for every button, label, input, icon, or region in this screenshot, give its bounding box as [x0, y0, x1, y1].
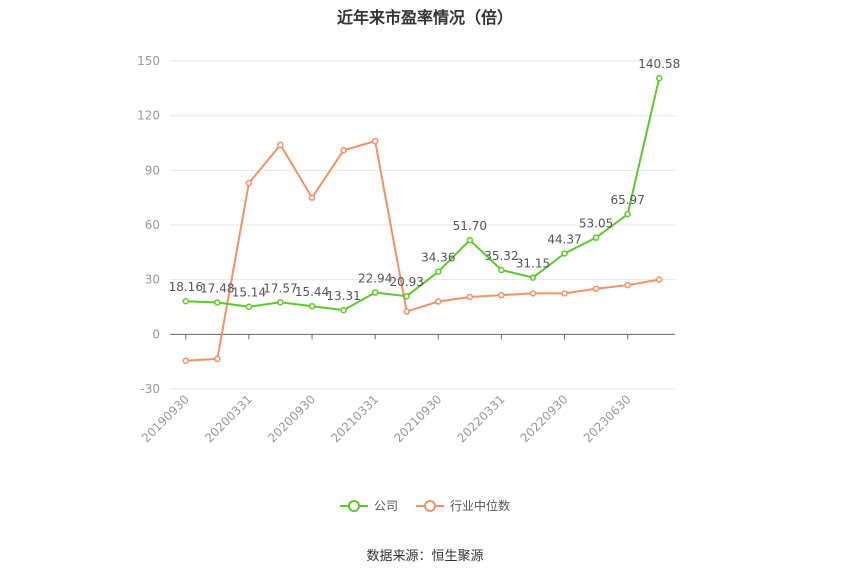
chart-title: 近年来市盈率情况（倍） [336, 8, 513, 27]
data-point-industry-median [466, 293, 474, 301]
series-line-company [185, 77, 661, 312]
data-label-company: 31.15 [516, 257, 550, 271]
data-point-industry-median [277, 141, 284, 149]
data-point-industry-median [498, 291, 505, 299]
data-point-company [403, 292, 410, 300]
data-label-company: 51.70 [453, 219, 487, 233]
x-tick-label: 20220930 [518, 392, 571, 445]
y-tick-label: 150 [137, 54, 160, 68]
y-tick-label: 30 [145, 273, 160, 287]
x-tick-label: 20200930 [265, 392, 318, 445]
data-label-company: 13.31 [326, 289, 360, 303]
data-point-industry-median [624, 281, 631, 289]
series-layer [182, 74, 663, 365]
data-label-company: 20.93 [390, 275, 424, 289]
data-point-industry-median [403, 308, 410, 315]
data-point-industry-median [561, 290, 568, 297]
data-label-company: 15.14 [232, 286, 266, 300]
data-point-company [308, 302, 316, 310]
legend-label-company: 公司 [373, 499, 398, 513]
data-label-company: 17.48 [200, 281, 234, 295]
x-tick-label: 20200331 [202, 392, 255, 445]
data-point-company [245, 303, 253, 310]
legend-label-industry-median: 行业中位数 [450, 499, 511, 513]
legend: 公司 行业中位数 [0, 497, 850, 514]
data-source: 数据来源：恒生聚源 [366, 549, 484, 564]
y-tick-label: 120 [137, 109, 160, 123]
data-label-company: 15.44 [295, 285, 329, 299]
data-label-company: 65.97 [610, 193, 644, 207]
y-tick-label: 0 [152, 327, 160, 341]
x-tick-label: 20220331 [454, 392, 507, 445]
x-tick-label: 20190930 [139, 392, 192, 445]
data-point-company [277, 299, 284, 306]
data-label-company: 18.16 [169, 280, 203, 294]
data-point-company [214, 299, 221, 306]
data-label-company: 44.37 [547, 232, 581, 246]
data-label-company: 17.57 [263, 281, 297, 295]
data-point-company [435, 268, 442, 275]
data-point-company [371, 289, 379, 296]
y-tick-label: -30 [140, 382, 160, 396]
data-label-company: 53.05 [579, 217, 613, 231]
legend-swatch-company-icon [339, 499, 368, 512]
data-point-company [561, 250, 568, 257]
series-line-industry-median [185, 139, 660, 362]
grid-layer [170, 60, 675, 390]
x-tick-label: 20230630 [581, 392, 634, 445]
data-point-company [592, 234, 600, 241]
legend-item-company[interactable]: 公司 [339, 497, 398, 514]
data-point-industry-median [245, 179, 253, 187]
data-label-company: 140.58 [638, 57, 680, 71]
data-point-company [498, 266, 505, 274]
data-point-company [466, 236, 474, 244]
x-tick-label: 20210331 [328, 392, 381, 445]
data-point-company [624, 210, 631, 218]
axis-layer: -30 0 30 60 90 120 150 20190930 20200331 20200930… [137, 54, 675, 445]
x-tick-label: 20210930 [391, 392, 444, 445]
data-point-industry-median [529, 290, 537, 297]
legend-swatch-industry-icon [416, 499, 444, 512]
data-point-industry-median [655, 276, 663, 283]
data-point-industry-median [371, 137, 379, 145]
data-point-industry-median [340, 147, 347, 154]
data-point-company [182, 297, 190, 305]
data-label-company: 34.36 [421, 251, 455, 265]
data-point-company [655, 74, 663, 82]
data-point-company [340, 306, 347, 314]
data-point-industry-median [435, 298, 442, 305]
data-point-company [529, 274, 537, 281]
data-point-industry-median [182, 357, 190, 365]
data-point-industry-median [592, 285, 600, 293]
data-point-industry-median [308, 194, 316, 201]
y-tick-label: 90 [145, 163, 160, 177]
data-point-industry-median [214, 355, 221, 363]
legend-item-industry-median[interactable]: 行业中位数 [416, 497, 510, 514]
y-tick-label: 60 [145, 218, 160, 232]
data-label-company: 35.32 [484, 249, 518, 263]
data-label-company: 22.94 [358, 272, 392, 286]
